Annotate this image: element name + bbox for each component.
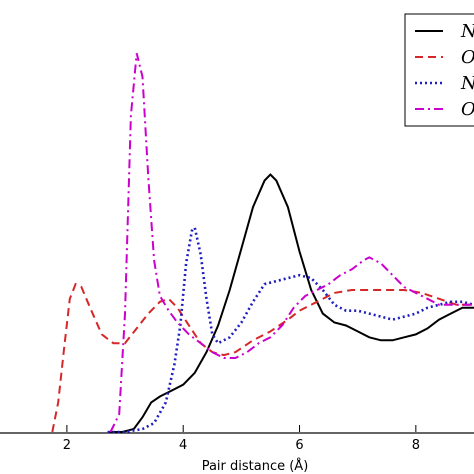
x-tick-label: 4 [179,438,187,453]
legend-box [404,13,474,127]
series-line-1 [107,173,474,433]
legend-label-4: O [461,99,474,120]
x-tick-label: 2 [63,438,71,453]
x-tick-label: 8 [412,438,420,453]
plot-frame [0,432,474,434]
x-tick-label: 6 [295,438,303,453]
x-axis-label: Pair distance (Å) [202,458,309,474]
series-layer [51,53,474,434]
legend: NONO [404,13,474,127]
series-line-4 [109,53,474,433]
series-line-2 [51,282,474,433]
legend-label-3: N [460,73,474,94]
legend-label-2: O [461,47,474,68]
tick-layer: 2 4 6 8 [63,425,420,453]
series-line-3 [107,225,474,434]
legend-label-1: N [460,21,474,42]
